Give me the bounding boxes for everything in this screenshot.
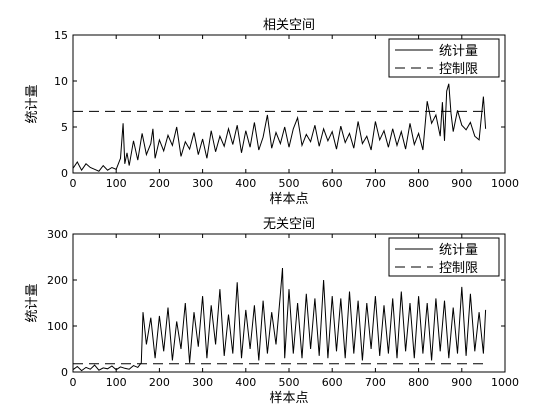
x-tick-label: 300	[192, 376, 213, 389]
x-tick-label: 800	[408, 177, 429, 190]
legend-label: 控制限	[439, 261, 478, 276]
x-tick-label: 200	[149, 177, 170, 190]
x-axis-label: 样本点	[269, 192, 308, 207]
legend-label: 控制限	[439, 62, 478, 77]
y-axis-label: 统计量	[25, 283, 40, 322]
y-tick-label: 5	[61, 121, 68, 134]
x-tick-label: 400	[235, 177, 256, 190]
y-axis-label: 统计量	[25, 84, 40, 123]
x-tick-label: 500	[279, 177, 300, 190]
x-tick-label: 300	[192, 177, 213, 190]
legend-label: 统计量	[439, 243, 478, 258]
y-tick-label: 200	[47, 274, 68, 287]
x-tick-label: 200	[149, 376, 170, 389]
x-tick-label: 600	[322, 376, 343, 389]
legend-box	[388, 38, 500, 78]
y-tick-label: 0	[61, 167, 68, 180]
x-tick-label: 900	[451, 376, 472, 389]
x-tick-label: 700	[365, 376, 386, 389]
statistic-series-line	[72, 83, 487, 172]
legend-box	[388, 237, 500, 277]
x-tick-label: 600	[322, 177, 343, 190]
chart-title: 无关空间	[263, 217, 315, 232]
x-tick-label: 0	[70, 177, 77, 190]
x-tick-label: 900	[451, 177, 472, 190]
chart-title: 相关空间	[263, 18, 315, 33]
y-tick-label: 300	[47, 228, 68, 241]
x-tick-label: 0	[70, 376, 77, 389]
x-tick-label: 1000	[491, 376, 519, 389]
x-axis-label: 样本点	[269, 391, 308, 406]
x-tick-label: 700	[365, 177, 386, 190]
x-tick-label: 100	[106, 177, 127, 190]
legend-label: 统计量	[439, 44, 478, 59]
x-tick-label: 400	[235, 376, 256, 389]
x-tick-label: 800	[408, 376, 429, 389]
y-tick-label: 10	[54, 75, 68, 88]
statistic-series-line	[72, 267, 487, 372]
y-tick-label: 0	[61, 366, 68, 379]
x-tick-label: 1000	[491, 177, 519, 190]
x-tick-label: 500	[279, 376, 300, 389]
chart-uncorrelated-space: 无关空间 0 100 200 300 400 500 600 700 800 900 1000 0 100…	[25, 217, 519, 406]
y-tick-label: 100	[47, 320, 68, 333]
x-tick-label: 100	[106, 376, 127, 389]
chart-correlated-space: 相关空间 0 100 200 300 400 500 600 700 800 900 1000 0 5 10…	[25, 18, 519, 207]
y-tick-label: 15	[54, 29, 68, 42]
